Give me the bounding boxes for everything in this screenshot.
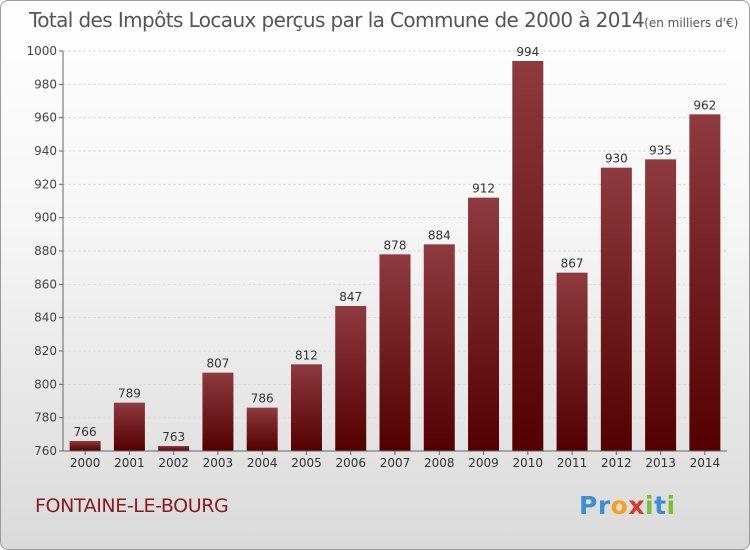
title-unit: (en milliers d'€): [644, 16, 739, 30]
title-main: Total des Impôts Locaux perçus par la Co…: [29, 8, 645, 32]
y-tick-label: 1000: [26, 44, 57, 58]
bar: [335, 306, 367, 451]
y-tick-label: 940: [34, 144, 57, 158]
logo-letter: x: [628, 491, 645, 520]
y-tick-label: 780: [34, 411, 57, 425]
bar-value-label: 912: [472, 182, 495, 196]
bar-value-label: 884: [428, 228, 451, 242]
logo-letter: t: [654, 491, 667, 520]
y-tick-label: 860: [34, 277, 57, 291]
bar-value-label: 930: [605, 152, 628, 166]
bar-value-label: 807: [206, 357, 229, 371]
bar: [600, 167, 632, 451]
proxiti-logo: Proxiti: [579, 491, 676, 520]
x-tick-label: 2014: [690, 456, 721, 470]
x-tick-label: 2011: [557, 456, 588, 470]
bar-value-label: 867: [561, 257, 584, 271]
y-tick-label: 800: [34, 377, 57, 391]
bar: [689, 114, 721, 451]
bar-value-label: 766: [74, 425, 97, 439]
bar-value-label: 847: [339, 290, 362, 304]
commune-name: FONTAINE-LE-BOURG: [35, 495, 229, 517]
bar-value-label: 763: [162, 430, 185, 444]
bar: [246, 407, 278, 451]
y-tick-label: 820: [34, 344, 57, 358]
bar-value-label: 789: [118, 387, 141, 401]
bar-value-label: 994: [516, 45, 539, 59]
x-tick-label: 2012: [601, 456, 632, 470]
bar-value-label: 786: [251, 392, 274, 406]
chart-title: Total des Impôts Locaux perçus par la Co…: [29, 8, 738, 32]
y-tick-label: 760: [34, 444, 57, 458]
bar: [468, 197, 500, 451]
bar: [556, 272, 588, 451]
y-tick-label: 960: [34, 111, 57, 125]
bar: [158, 446, 190, 451]
bar-value-label: 878: [384, 238, 407, 252]
x-tick-label: 2003: [203, 456, 234, 470]
x-tick-label: 2004: [247, 456, 278, 470]
bar: [379, 254, 411, 451]
bar: [645, 159, 677, 452]
bar-value-label: 962: [693, 98, 716, 112]
x-tick-label: 2010: [513, 456, 544, 470]
bar: [290, 364, 322, 451]
y-tick-label: 920: [34, 177, 57, 191]
x-tick-label: 2000: [70, 456, 101, 470]
x-tick-label: 2007: [380, 456, 411, 470]
bar-value-label: 935: [649, 143, 672, 157]
logo-letter: i: [666, 491, 676, 520]
bar-value-label: 812: [295, 348, 318, 362]
x-tick-label: 2006: [335, 456, 366, 470]
x-tick-label: 2009: [468, 456, 499, 470]
bar: [423, 244, 455, 451]
logo-letter: P: [579, 491, 598, 520]
logo-letter: o: [610, 491, 629, 520]
y-tick-label: 900: [34, 211, 57, 225]
bar: [69, 441, 101, 451]
logo-letter: i: [645, 491, 655, 520]
y-tick-label: 980: [34, 77, 57, 91]
x-tick-label: 2005: [291, 456, 322, 470]
x-tick-label: 2001: [114, 456, 145, 470]
bar: [512, 61, 544, 451]
y-tick-label: 840: [34, 311, 57, 325]
x-tick-label: 2008: [424, 456, 455, 470]
logo-letter: r: [597, 491, 611, 520]
x-tick-label: 2002: [158, 456, 189, 470]
bar: [202, 372, 234, 451]
x-tick-label: 2013: [645, 456, 676, 470]
y-tick-label: 880: [34, 244, 57, 258]
bar: [113, 402, 145, 451]
